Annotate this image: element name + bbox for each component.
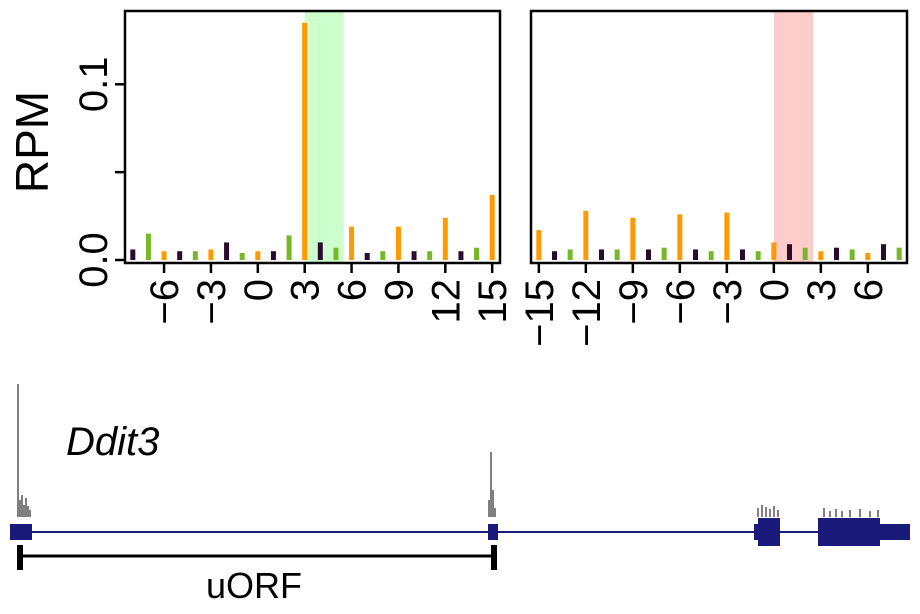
bar (896, 247, 902, 260)
bar (208, 249, 214, 260)
exons (10, 518, 910, 546)
exon-utr (10, 524, 32, 540)
gene-name: Ddit3 (66, 420, 159, 464)
bar (849, 249, 855, 260)
x-tick-label: 15 (471, 279, 515, 324)
x-tick-label: −6 (143, 279, 187, 325)
exon-cds (818, 518, 880, 546)
bar (489, 194, 495, 260)
bar (818, 251, 824, 260)
right-highlight-band (773, 11, 813, 263)
x-tick-label: 6 (847, 279, 891, 301)
bar (693, 249, 698, 260)
bar (583, 210, 589, 260)
left-highlight-band (304, 11, 344, 263)
bar (411, 251, 417, 260)
bar (567, 249, 573, 260)
exon-cds (758, 518, 780, 546)
bar (255, 251, 261, 260)
uorf-label: uORF (206, 565, 302, 606)
y-axis-title: RPM (6, 91, 58, 193)
y-tick-label: 0.1 (72, 56, 116, 112)
bar (646, 249, 651, 260)
right-x-ticks: −15 −12 −9 −6 −3 0 3 6 (518, 263, 891, 347)
bar (302, 22, 308, 260)
bar (834, 247, 839, 260)
gene-track: Ddit3 (10, 384, 910, 606)
bar (270, 251, 276, 260)
bar (177, 251, 183, 260)
bar (333, 247, 339, 260)
right-bars (536, 210, 902, 260)
exon-utr (488, 524, 498, 540)
bar (442, 217, 448, 260)
x-tick-label: −9 (612, 279, 656, 325)
bar (536, 230, 542, 260)
coverage-peaks (17, 384, 879, 517)
bar (192, 251, 198, 260)
x-tick-label: 0 (753, 279, 797, 301)
x-tick-label: −15 (518, 279, 562, 347)
x-tick-label: 3 (800, 279, 844, 301)
bar (661, 247, 667, 260)
exon-utr (878, 524, 910, 540)
bar (145, 233, 151, 260)
x-tick-label: 0 (237, 279, 281, 301)
left-x-ticks: −6 −3 0 3 6 9 12 15 (143, 263, 515, 325)
bar (599, 249, 604, 260)
uorf-bracket (17, 545, 497, 570)
x-tick-label: −6 (659, 279, 703, 325)
bar (224, 242, 230, 260)
bar (677, 214, 683, 260)
left-bars (130, 22, 495, 260)
y-tick-label: 0.0 (72, 232, 116, 288)
bar (771, 242, 777, 260)
x-tick-label: −12 (565, 279, 609, 347)
left-y-ticks: 0.0 0.1 (72, 56, 125, 288)
x-tick-label: −3 (706, 279, 750, 325)
bar (286, 235, 292, 260)
bar (802, 247, 808, 260)
bar (317, 242, 323, 260)
bar (614, 249, 620, 260)
bar (395, 226, 401, 260)
bar (239, 252, 245, 260)
bar (349, 226, 355, 260)
bar (552, 251, 557, 260)
bar (474, 247, 480, 260)
bar (740, 249, 745, 260)
bar (787, 244, 792, 260)
bar (708, 251, 714, 260)
bar (161, 251, 167, 260)
bar (364, 252, 370, 260)
right-panel: −15 −12 −9 −6 −3 0 3 6 (518, 9, 909, 347)
bar (427, 251, 433, 260)
bar (380, 251, 386, 260)
left-panel: 0.0 0.1 −6 −3 0 3 6 9 12 15 RPM (6, 9, 515, 325)
x-tick-label: 12 (424, 279, 468, 324)
bar (881, 244, 886, 260)
left-plot-frame (123, 9, 502, 265)
bar (458, 251, 464, 260)
bar (865, 252, 871, 260)
x-tick-label: 9 (377, 279, 421, 301)
x-tick-label: 6 (331, 279, 375, 301)
bar (130, 249, 136, 260)
bar (630, 217, 636, 260)
right-plot-frame (529, 9, 909, 265)
x-tick-label: −3 (190, 279, 234, 325)
x-tick-label: 3 (284, 279, 328, 301)
bar (755, 251, 761, 260)
bar (724, 212, 730, 260)
